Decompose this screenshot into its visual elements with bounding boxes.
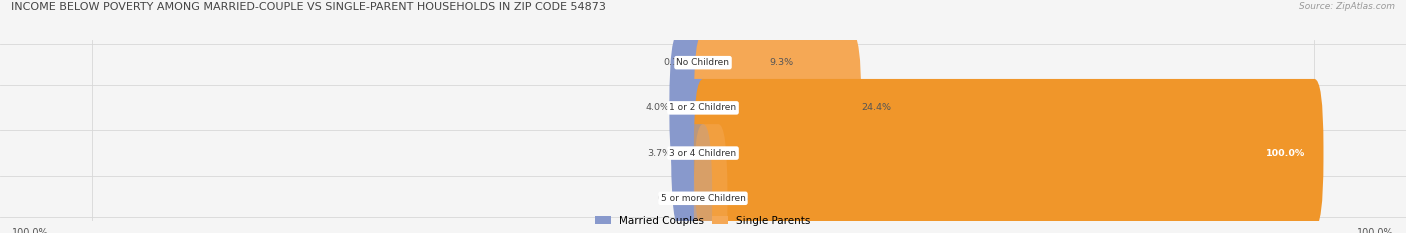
FancyBboxPatch shape (693, 34, 862, 182)
Text: 3.7%: 3.7% (647, 149, 671, 158)
Text: 0.13%: 0.13% (662, 58, 693, 67)
FancyBboxPatch shape (669, 34, 713, 182)
FancyBboxPatch shape (693, 0, 769, 137)
Text: 9.3%: 9.3% (769, 58, 793, 67)
Text: 24.4%: 24.4% (862, 103, 891, 112)
FancyBboxPatch shape (693, 0, 713, 137)
Text: INCOME BELOW POVERTY AMONG MARRIED-COUPLE VS SINGLE-PARENT HOUSEHOLDS IN ZIP COD: INCOME BELOW POVERTY AMONG MARRIED-COUPL… (11, 2, 606, 12)
Text: 1 or 2 Children: 1 or 2 Children (669, 103, 737, 112)
Text: 100.0%: 100.0% (1357, 228, 1393, 233)
Legend: Married Couples, Single Parents: Married Couples, Single Parents (593, 214, 813, 228)
Text: No Children: No Children (676, 58, 730, 67)
Text: 100.0%: 100.0% (1265, 149, 1305, 158)
FancyBboxPatch shape (679, 124, 713, 233)
FancyBboxPatch shape (693, 79, 1323, 227)
FancyBboxPatch shape (671, 79, 713, 227)
Text: Source: ZipAtlas.com: Source: ZipAtlas.com (1299, 2, 1395, 11)
Text: 100.0%: 100.0% (13, 228, 49, 233)
Text: 4.0%: 4.0% (645, 103, 669, 112)
Text: 0.0%: 0.0% (658, 194, 682, 203)
Text: 3 or 4 Children: 3 or 4 Children (669, 149, 737, 158)
Text: 0.0%: 0.0% (724, 194, 748, 203)
FancyBboxPatch shape (693, 124, 727, 233)
Text: 5 or more Children: 5 or more Children (661, 194, 745, 203)
